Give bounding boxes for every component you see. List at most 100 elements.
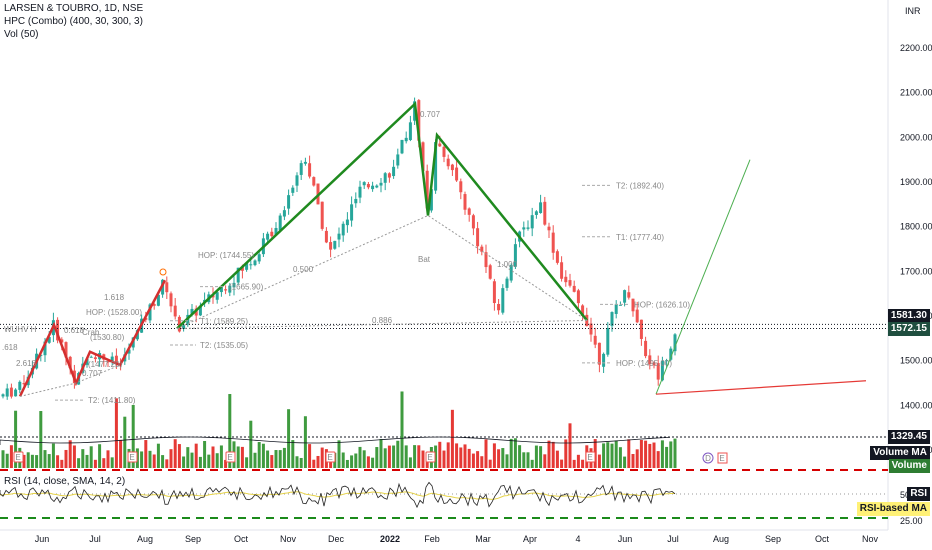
candle-body — [56, 319, 60, 341]
candle-body — [85, 358, 89, 365]
candle-body — [534, 211, 538, 215]
candle-body — [408, 122, 412, 141]
wuhv-label: WUHV H — [4, 325, 37, 334]
candle-body — [652, 362, 656, 366]
candle-body — [522, 227, 526, 230]
volume-bar — [413, 445, 417, 468]
candle-body — [93, 357, 97, 360]
volume-bar — [467, 448, 471, 468]
volume-bar — [320, 447, 324, 468]
fib-label: 0.886 — [372, 316, 393, 325]
fib-label: .618 — [2, 343, 18, 352]
volume-bar — [526, 452, 530, 468]
fib-label: 1.000 — [497, 260, 518, 269]
candle-body — [446, 158, 450, 167]
volume-bar — [639, 439, 643, 468]
time-tick-label: Oct — [815, 534, 830, 544]
fib-label: 1.618 — [104, 293, 125, 302]
volume-bar — [345, 459, 349, 468]
volume-bar — [287, 409, 291, 468]
volume-bar — [316, 455, 320, 468]
volume-bar — [337, 440, 341, 468]
candle-body — [530, 215, 534, 229]
volume-bar — [396, 440, 400, 468]
volume-bar — [245, 457, 249, 468]
candle-body — [635, 309, 639, 323]
target-left-t1b: (1477.20) — [88, 360, 123, 369]
candle-body — [631, 298, 635, 312]
candle-body — [366, 183, 370, 188]
candle-body — [266, 233, 270, 240]
candle-body — [593, 335, 597, 345]
indicator-legend[interactable]: HPC (Combo) (400, 30, 300, 3) — [4, 16, 143, 27]
volume-bar — [274, 450, 278, 468]
candle-body — [341, 223, 345, 236]
volume-bar — [383, 448, 387, 468]
currency-label: INR — [905, 6, 921, 16]
volume-bar — [539, 446, 543, 468]
candle-body — [324, 230, 328, 243]
volume-bar — [455, 443, 459, 468]
time-tick-label: Nov — [280, 534, 297, 544]
candle-body — [362, 182, 366, 186]
volume-bar — [270, 455, 274, 468]
candle-body — [232, 282, 236, 288]
candle-body — [576, 290, 580, 304]
candle-body — [492, 281, 496, 304]
volume-bar — [543, 454, 547, 468]
candle-body — [114, 355, 118, 364]
candle-body — [333, 240, 337, 249]
target-hop-lower: HOP: (1495.00) — [616, 359, 672, 368]
rsi-legend[interactable]: RSI (14, close, SMA, 14, 2) — [4, 476, 126, 487]
rsi-badge: RSI — [907, 487, 930, 501]
target-mid-t2: T2: (1535.05) — [200, 341, 248, 350]
candle-body — [560, 262, 564, 279]
earnings-marker-label: E — [587, 453, 592, 462]
volume-bar — [140, 451, 144, 468]
volume-bar — [30, 454, 34, 468]
candle-body — [543, 201, 547, 225]
volume-bar — [350, 455, 354, 468]
volume-bar — [165, 459, 169, 468]
volume-bar — [5, 453, 9, 468]
price-tick-label: 2000.00 — [900, 132, 932, 142]
volume-bar — [564, 439, 568, 468]
volume-bar — [371, 457, 375, 468]
volume-bar — [253, 452, 257, 468]
volume-bar — [144, 440, 148, 468]
candle-body — [350, 204, 354, 221]
candle-body — [442, 146, 446, 157]
candle-body — [236, 267, 240, 283]
candle-body — [106, 361, 110, 363]
candle-body — [299, 163, 303, 175]
symbol-legend[interactable]: LARSEN & TOUBRO, 1D, NSE — [4, 3, 144, 14]
volume-bar — [358, 446, 362, 468]
projection-flat-line — [655, 380, 867, 395]
earnings-marker — [325, 451, 336, 463]
volume-bar — [484, 439, 488, 468]
candle-body — [665, 360, 669, 362]
earnings-marker-label: E — [427, 453, 432, 462]
volume-legend[interactable]: Vol (50) — [4, 29, 39, 40]
candle-body — [497, 303, 501, 311]
volume-bar — [114, 398, 118, 468]
candle-body — [274, 228, 278, 236]
candle-body — [488, 265, 492, 279]
volume-bar — [644, 440, 648, 468]
volume-bar — [261, 443, 265, 468]
volume-bar — [278, 450, 282, 468]
volume-bar — [148, 450, 152, 468]
candle-body — [295, 175, 299, 186]
target-t2-upper: T2: (1892.40) — [616, 181, 664, 190]
candle-body — [211, 295, 215, 298]
volume-bar — [476, 451, 480, 468]
candle-body — [606, 328, 610, 355]
candle-body — [5, 388, 9, 397]
rsi-line — [0, 481, 676, 509]
volume-bar — [660, 440, 664, 468]
candle-body — [551, 232, 555, 253]
candle-body — [282, 210, 286, 217]
price-tick-label: 1400.00 — [900, 400, 932, 410]
volume-bar — [43, 450, 47, 468]
